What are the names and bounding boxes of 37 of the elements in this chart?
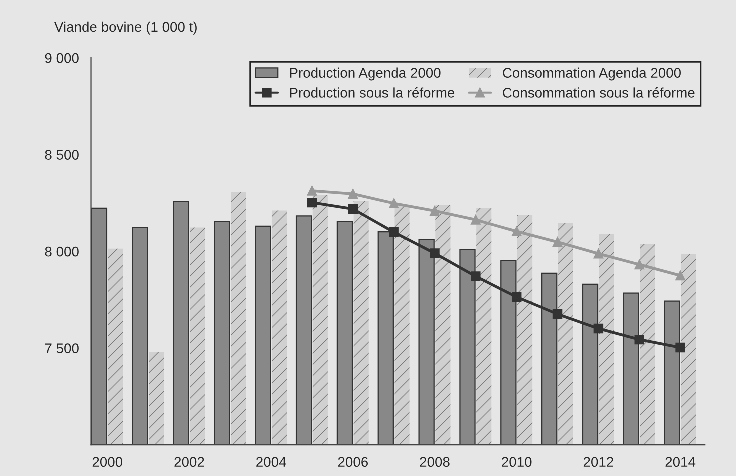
y-tick-label: 7 500	[45, 344, 79, 354]
point	[594, 324, 604, 334]
point	[676, 270, 686, 281]
legend-label: Consommation sous la réforme	[503, 88, 695, 98]
point	[307, 186, 318, 196]
x-tick-label: 2010	[502, 457, 532, 468]
point	[348, 189, 358, 199]
point	[471, 272, 481, 282]
point	[389, 228, 399, 238]
point	[594, 249, 604, 259]
point	[430, 206, 440, 216]
legend-label: Production sous la réforme	[290, 88, 455, 98]
x-tick-label: 2012	[584, 457, 614, 468]
point	[430, 248, 440, 258]
x-tick-label: 2014	[666, 457, 696, 468]
y-axis-title: Viande bovine (1 000 t)	[54, 22, 197, 35]
point	[634, 334, 644, 345]
point	[348, 204, 358, 214]
legend-label: Production Agenda 2000	[290, 68, 441, 81]
y-tick-label: 8 000	[45, 246, 79, 257]
x-tick-label: 2004	[256, 457, 286, 468]
point	[552, 309, 563, 320]
point	[512, 226, 522, 236]
y-tick-label: 8 500	[45, 150, 79, 160]
point	[552, 237, 563, 248]
x-tick-label: 2000	[92, 457, 123, 468]
point	[471, 215, 481, 225]
x-tick-label: 2008	[420, 457, 450, 468]
point	[676, 342, 686, 353]
point	[512, 292, 522, 302]
y-tick-label: 9 000	[45, 53, 79, 64]
legend-label: Consommation Agenda 2000	[503, 68, 681, 81]
x-tick-label: 2002	[174, 457, 204, 468]
point	[307, 198, 318, 208]
x-tick-label: 2006	[338, 457, 368, 468]
point	[634, 260, 644, 270]
point	[389, 198, 399, 208]
